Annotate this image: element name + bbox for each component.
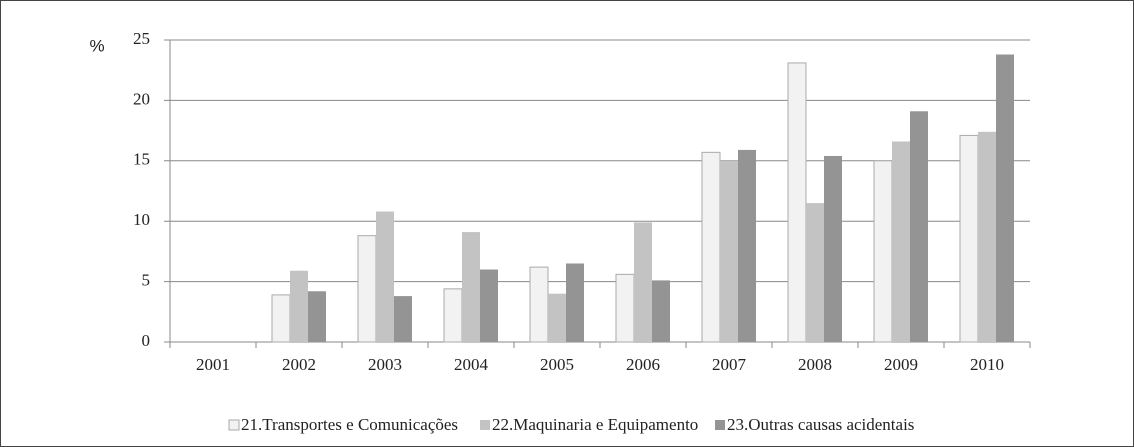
legend-label: 21.Transportes e Comunicações [241,415,458,434]
bar [566,263,584,342]
x-tick-label: 2007 [712,355,747,374]
legend-swatch [480,420,490,430]
bar [720,160,738,342]
bar [910,111,928,342]
x-tick-label: 2003 [368,355,402,374]
bar [529,266,549,343]
bar [290,270,308,342]
bar [615,273,635,343]
x-tick-label: 2005 [540,355,574,374]
bar [787,62,807,343]
y-tick-label: 0 [142,331,151,350]
bar [394,296,412,342]
bar [308,291,326,342]
x-tick-label: 2009 [884,355,918,374]
bar [806,203,824,342]
bar [480,269,498,342]
y-axis-label: % [89,36,104,55]
x-tick-label: 2010 [970,355,1004,374]
y-tick-label: 20 [133,89,150,108]
y-tick-label: 15 [133,150,150,169]
x-tick-label: 2002 [282,355,316,374]
x-tick-label: 2006 [626,355,660,374]
bar [271,294,291,343]
bar [873,160,893,343]
legend-swatch [228,419,240,431]
x-tick-label: 2004 [454,355,489,374]
bar [548,293,566,342]
bar [357,235,377,343]
bar [634,222,652,342]
y-tick-label: 5 [142,271,151,290]
y-tick-label: 10 [133,210,150,229]
bar [701,151,721,343]
bar [443,288,463,343]
bar [738,149,756,342]
bar [978,131,996,342]
bar [462,232,480,342]
x-tick-label: 2001 [196,355,230,374]
bar [652,280,670,342]
bar [376,211,394,342]
bar [824,155,842,342]
bar [892,141,910,342]
legend-label: 23.Outras causas acidentais [727,415,914,434]
bar [959,134,979,343]
legend-label: 22.Maquinaria e Equipamento [492,415,698,434]
bar [996,54,1014,342]
y-tick-label: 25 [133,29,150,48]
legend-swatch [715,420,725,430]
x-tick-label: 2008 [798,355,832,374]
